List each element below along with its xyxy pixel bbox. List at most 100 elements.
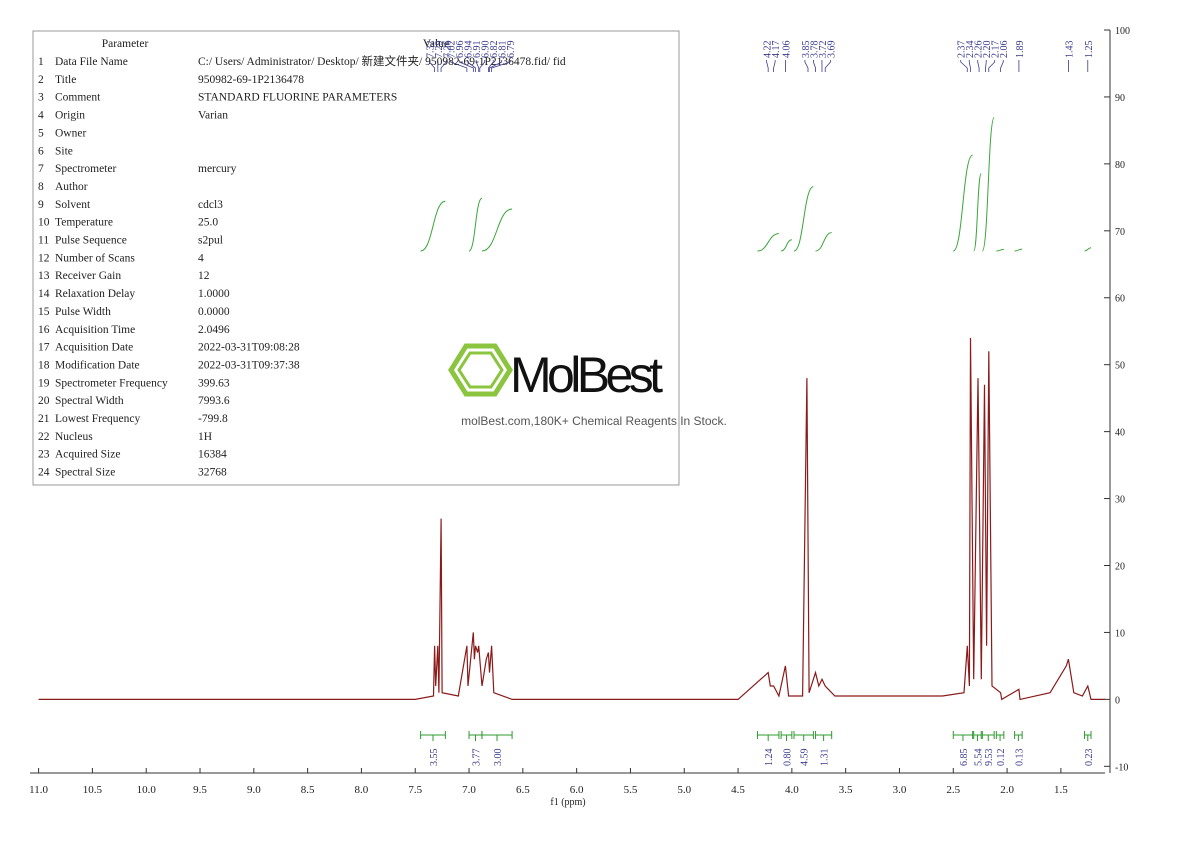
- peak-label: 2.06: [999, 41, 1010, 59]
- table-cell: Modification Date: [55, 359, 140, 371]
- peak-connector: [985, 60, 987, 72]
- table-cell: STANDARD FLUORINE PARAMETERS: [198, 92, 397, 104]
- table-cell: Pulse Width: [55, 306, 111, 318]
- table-cell: 10: [38, 217, 50, 229]
- table-cell: mercury: [198, 163, 237, 175]
- integral-curve: [481, 208, 513, 252]
- peak-label: 6.79: [506, 41, 517, 59]
- y-tick-label: 70: [1115, 227, 1125, 238]
- table-cell: 7993.6: [198, 395, 230, 407]
- peak-label: 1.43: [1064, 41, 1075, 59]
- table-cell: 6: [38, 145, 44, 157]
- peak-label: 4.22: [763, 41, 774, 59]
- x-tick-label: 6.0: [570, 784, 584, 796]
- peak-connector: [488, 60, 494, 72]
- x-tick-label: 5.5: [624, 784, 638, 796]
- watermark: MolBest molBest.com,180K+ Chemical Reage…: [448, 343, 727, 428]
- table-cell: Number of Scans: [55, 252, 135, 264]
- integral-bar: [793, 731, 814, 741]
- peak-label: 2.37: [957, 41, 968, 59]
- table-cell: Author: [55, 181, 88, 193]
- peak-connector: [450, 60, 468, 72]
- table-cell: Temperature: [55, 217, 113, 229]
- peak-connector: [960, 60, 968, 72]
- integral-bar: [1084, 731, 1092, 741]
- table-cell: Owner: [55, 127, 86, 139]
- table-cell: 12: [198, 270, 210, 282]
- peak-connector: [479, 60, 486, 72]
- table-cell: 9: [38, 199, 44, 211]
- peak-label: 3.69: [826, 41, 837, 59]
- parameter-table: Parameter Value 1 Data File Name C:/ Users/ …: [32, 30, 680, 486]
- table-cell: 0.0000: [198, 306, 230, 318]
- peak-label: 3.72: [818, 41, 829, 59]
- peak-label: 7.02: [447, 41, 458, 59]
- table-header: Parameter: [102, 38, 149, 50]
- x-axis-label: f1 (ppm): [550, 797, 585, 808]
- integral-bar: [995, 731, 1005, 741]
- table-cell: Spectral Size: [55, 467, 115, 479]
- table-cell: 2.0496: [198, 324, 230, 336]
- peak-label: 6.96: [455, 41, 466, 59]
- peak-connector: [428, 60, 436, 72]
- integral-curve: [952, 154, 974, 252]
- integral-label: 1.31: [820, 749, 831, 767]
- peak-connector: [467, 60, 476, 72]
- integral-curve: [793, 186, 814, 252]
- x-tick-label: 8.0: [355, 784, 369, 796]
- table-cell: 950982-69-1P2136478: [198, 74, 304, 86]
- integral-curve: [468, 197, 483, 252]
- peak-label: 6.82: [489, 41, 500, 59]
- table-cell: 1H: [198, 431, 212, 443]
- table-cell: 16384: [198, 449, 227, 461]
- table-cell: Nucleus: [55, 431, 93, 443]
- x-tick-label: 11.0: [29, 784, 48, 796]
- table-cell: 8: [38, 181, 44, 193]
- table-cell: Spectral Width: [55, 395, 124, 407]
- integral-bar: [420, 731, 446, 741]
- table-cell: 32768: [198, 467, 227, 479]
- x-tick-label: 2.5: [946, 784, 960, 796]
- peak-label: 4.06: [781, 41, 792, 59]
- integral-label: 0.23: [1084, 749, 1095, 767]
- integral-curve: [815, 232, 832, 252]
- integral-label: 3.00: [493, 749, 504, 767]
- integral-curve: [973, 172, 982, 252]
- integral-label: 0.13: [1014, 749, 1025, 767]
- integral-bar: [468, 731, 483, 741]
- x-tick-label: 5.0: [677, 784, 691, 796]
- peak-label: 1.89: [1015, 41, 1026, 59]
- table-cell: 20: [38, 395, 50, 407]
- table-cell: Acquired Size: [55, 449, 120, 461]
- x-tick-label: 10.5: [83, 784, 103, 796]
- peak-connector: [440, 60, 447, 72]
- integral-curve: [757, 233, 780, 252]
- table-header: Value: [423, 38, 449, 50]
- table-cell: Pulse Sequence: [55, 235, 127, 247]
- integral-bar: [780, 731, 793, 741]
- spectrum-line: [38, 337, 1105, 701]
- peak-connector: [475, 60, 480, 72]
- peak-label: 1.25: [1084, 41, 1095, 59]
- table-cell: Title: [55, 74, 76, 86]
- y-tick-label: 80: [1115, 160, 1125, 171]
- integral-label: 6.85: [959, 749, 970, 767]
- peak-label: 2.17: [991, 41, 1002, 59]
- peak-label: 6.94: [464, 41, 475, 59]
- x-tick-label: 2.0: [1000, 784, 1014, 796]
- x-tick-label: 1.5: [1054, 784, 1068, 796]
- x-tick-label: 6.5: [516, 784, 530, 796]
- table-cell: Data File Name: [55, 56, 128, 68]
- x-tick-label: 9.0: [247, 784, 261, 796]
- integral-label: 3.55: [429, 749, 440, 767]
- table-cell: Spectrometer Frequency: [55, 377, 168, 389]
- peak-connector: [988, 60, 996, 72]
- integral-curve: [1084, 247, 1092, 252]
- y-tick-label: 90: [1115, 93, 1125, 104]
- table-cell: 23: [38, 449, 50, 461]
- table-cell: 15: [38, 306, 50, 318]
- peak-connector: [804, 60, 809, 72]
- table-cell: 12: [38, 252, 50, 264]
- integral-bar: [981, 731, 995, 741]
- table-cell: -799.8: [198, 413, 228, 425]
